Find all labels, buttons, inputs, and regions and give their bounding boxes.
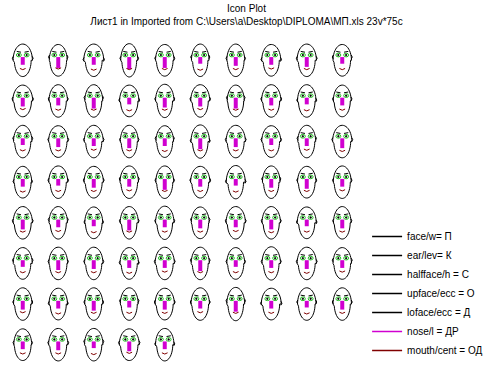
svg-text:nose/l = ДР: nose/l = ДР	[407, 326, 459, 337]
svg-text:loface/ecc = Д: loface/ecc = Д	[407, 307, 470, 318]
svg-text:halfface/h = С: halfface/h = С	[407, 269, 469, 280]
svg-text:mouth/cent = ОД: mouth/cent = ОД	[407, 345, 482, 356]
svg-text:upface/ecc = О: upface/ecc = О	[407, 288, 475, 299]
svg-text:ear/lev= К: ear/lev= К	[407, 250, 452, 261]
svg-text:Icon PlotЛист1 in Imported fro: Icon PlotЛист1 in Imported from C:\Users…	[90, 3, 402, 27]
svg-text:face/w= П: face/w= П	[407, 231, 452, 242]
